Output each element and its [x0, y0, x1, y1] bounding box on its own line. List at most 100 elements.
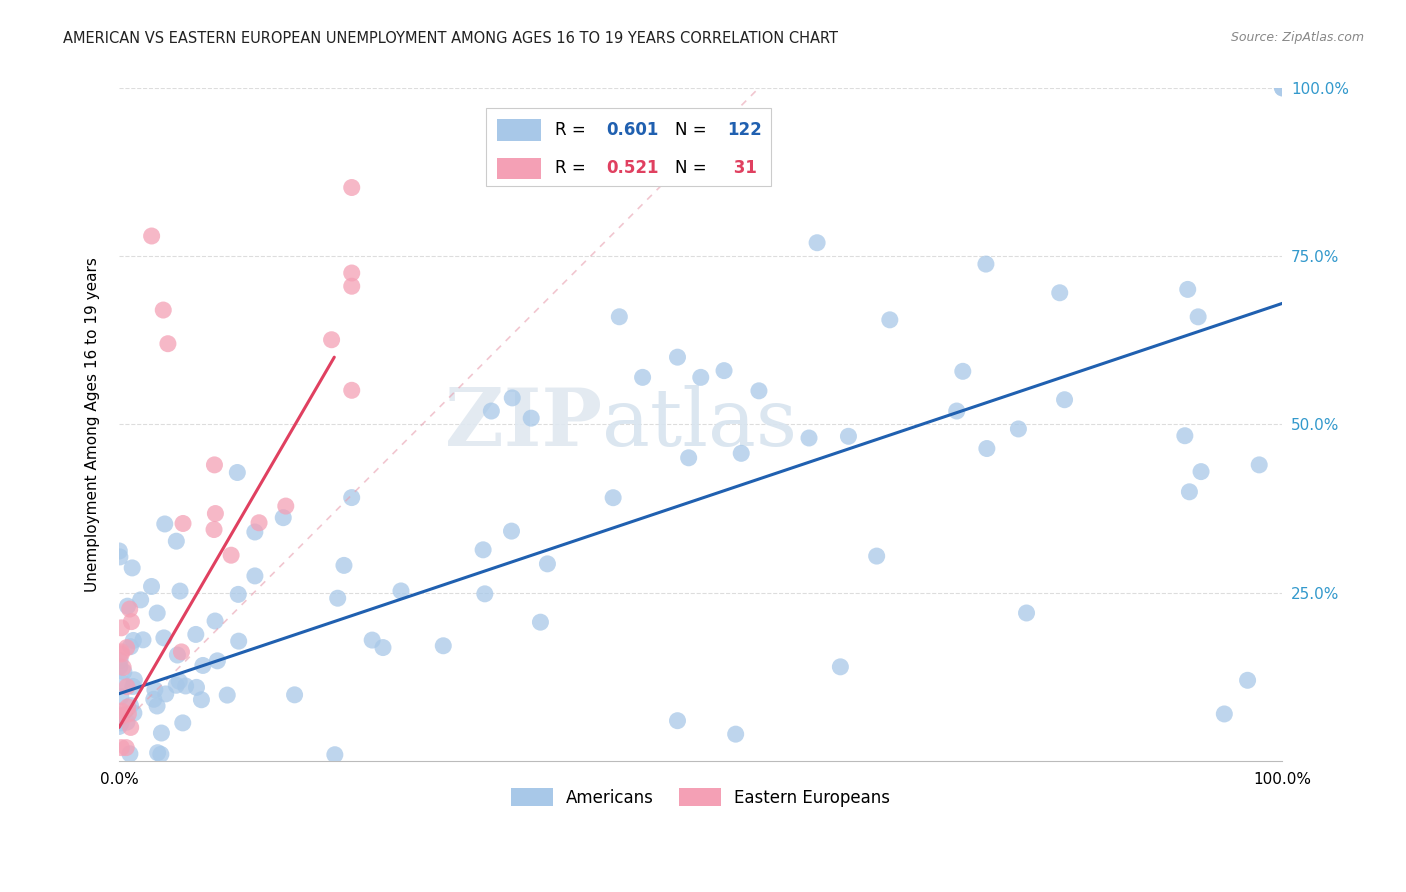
Point — [110, 715, 132, 730]
Point — [191, 658, 214, 673]
Point — [155, 687, 177, 701]
Point — [340, 279, 363, 293]
Point — [340, 266, 363, 280]
Point — [217, 688, 239, 702]
Point — [153, 516, 176, 531]
Point — [209, 767, 232, 781]
Text: Source: ZipAtlas.com: Source: ZipAtlas.com — [1230, 31, 1364, 45]
Point — [202, 523, 225, 537]
Point — [110, 647, 132, 661]
Point — [371, 640, 394, 655]
Point — [866, 549, 889, 563]
Point — [713, 364, 735, 378]
Point — [243, 569, 266, 583]
Point — [146, 606, 169, 620]
Point — [361, 633, 384, 648]
FancyBboxPatch shape — [498, 158, 541, 179]
Point — [479, 404, 502, 418]
Point — [204, 614, 226, 628]
Point — [165, 534, 187, 549]
Point — [974, 257, 997, 271]
Point — [110, 740, 132, 755]
Point — [326, 591, 349, 606]
Point — [110, 709, 132, 723]
Text: N =: N = — [675, 160, 711, 178]
Point — [117, 699, 139, 714]
Text: 0.521: 0.521 — [606, 160, 659, 178]
Point — [172, 516, 194, 531]
Point — [226, 587, 249, 601]
Point — [340, 384, 363, 398]
Text: 31: 31 — [727, 160, 756, 178]
Point — [284, 688, 307, 702]
Point — [122, 680, 145, 694]
Point — [730, 446, 752, 460]
Point — [204, 458, 226, 472]
Point — [1189, 465, 1212, 479]
Point — [340, 180, 363, 194]
Point — [666, 714, 689, 728]
Point — [166, 648, 188, 662]
Point — [108, 767, 131, 781]
Text: 122: 122 — [727, 120, 762, 139]
Point — [174, 679, 197, 693]
Text: R =: R = — [555, 120, 592, 139]
Point — [219, 548, 242, 562]
Point — [247, 516, 270, 530]
Text: R =: R = — [555, 160, 592, 178]
Point — [120, 720, 142, 734]
Point — [117, 706, 139, 721]
Point — [1049, 285, 1071, 300]
Point — [1174, 428, 1197, 442]
Point — [125, 767, 148, 781]
Point — [666, 350, 689, 364]
Point — [340, 491, 363, 505]
Point — [830, 660, 852, 674]
Point — [110, 704, 132, 718]
Point — [389, 583, 412, 598]
Point — [631, 370, 654, 384]
Point — [602, 491, 624, 505]
Point — [153, 631, 176, 645]
Point — [226, 466, 249, 480]
Point — [156, 336, 179, 351]
Legend: Americans, Eastern Europeans: Americans, Eastern Europeans — [505, 781, 897, 814]
Text: ZIP: ZIP — [444, 385, 602, 464]
Point — [724, 727, 747, 741]
Point — [1015, 606, 1038, 620]
Point — [243, 524, 266, 539]
Point — [1271, 81, 1294, 95]
Point — [124, 673, 146, 687]
Point — [122, 706, 145, 720]
Point — [108, 653, 131, 667]
Point — [204, 507, 226, 521]
Point — [110, 645, 132, 659]
Point — [501, 524, 523, 538]
Point — [520, 411, 543, 425]
Point — [129, 593, 152, 607]
Point — [1178, 484, 1201, 499]
Point — [134, 767, 156, 781]
Point — [1007, 422, 1029, 436]
Point — [120, 698, 142, 713]
Point — [110, 621, 132, 635]
Point — [141, 579, 163, 593]
Point — [150, 726, 173, 740]
Point — [1271, 81, 1294, 95]
Point — [108, 707, 131, 722]
Point — [501, 391, 523, 405]
Point — [186, 681, 208, 695]
Point — [142, 692, 165, 706]
Point — [1053, 392, 1076, 407]
Point — [228, 634, 250, 648]
Point — [952, 364, 974, 378]
Y-axis label: Unemployment Among Ages 16 to 19 years: Unemployment Among Ages 16 to 19 years — [86, 257, 100, 592]
Point — [474, 587, 496, 601]
Point — [141, 767, 163, 781]
Point — [536, 557, 558, 571]
Point — [321, 333, 343, 347]
Point — [111, 767, 134, 781]
Point — [607, 310, 630, 324]
Point — [472, 542, 495, 557]
Point — [170, 645, 193, 659]
